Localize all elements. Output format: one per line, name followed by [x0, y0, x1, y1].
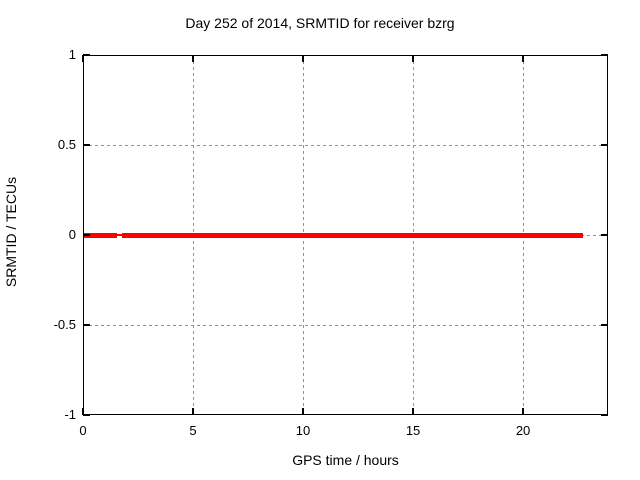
- x-axis-tick-top: [192, 55, 194, 62]
- gridline-horizontal: [83, 144, 608, 146]
- x-tick-label: 15: [405, 423, 421, 438]
- x-axis-tick-bottom: [302, 408, 304, 415]
- y-tick-label: 0.5: [57, 137, 76, 152]
- x-tick-label: 5: [189, 423, 197, 438]
- x-axis-tick-top: [412, 55, 414, 62]
- x-axis-tick-bottom: [192, 408, 194, 415]
- x-tick-label: 20: [515, 423, 531, 438]
- x-axis-tick-bottom: [82, 408, 84, 415]
- y-tick-label: 0: [68, 227, 76, 242]
- y-tick-label: 1: [68, 47, 76, 62]
- y-axis-tick-left: [83, 54, 90, 56]
- x-axis-tick-bottom: [522, 408, 524, 415]
- series-line-segment: [83, 232, 118, 238]
- chart-title: Day 252 of 2014, SRMTID for receiver bzr…: [185, 15, 455, 31]
- y-tick-label: -1: [64, 407, 76, 422]
- x-tick-label: 10: [295, 423, 311, 438]
- x-tick-label: 0: [79, 423, 87, 438]
- y-axis-tick-right: [601, 234, 608, 236]
- x-axis-tick-top: [82, 55, 84, 62]
- x-axis-tick-top: [522, 55, 524, 62]
- y-tick-label: -0.5: [53, 317, 76, 332]
- y-axis-tick-right: [601, 144, 608, 146]
- x-axis-tick-bottom: [412, 408, 414, 415]
- y-axis-tick-right: [601, 324, 608, 326]
- series-line-segment: [117, 234, 122, 236]
- y-axis-tick-left: [83, 414, 90, 416]
- gridline-horizontal: [83, 324, 608, 326]
- y-axis-tick-right: [601, 414, 608, 416]
- y-axis-tick-left: [83, 324, 90, 326]
- x-axis-label: GPS time / hours: [292, 452, 399, 468]
- series-line-segment: [121, 232, 584, 238]
- y-axis-tick-left: [83, 234, 90, 236]
- x-axis-tick-top: [302, 55, 304, 62]
- y-axis-tick-left: [83, 144, 90, 146]
- y-axis-tick-right: [601, 54, 608, 56]
